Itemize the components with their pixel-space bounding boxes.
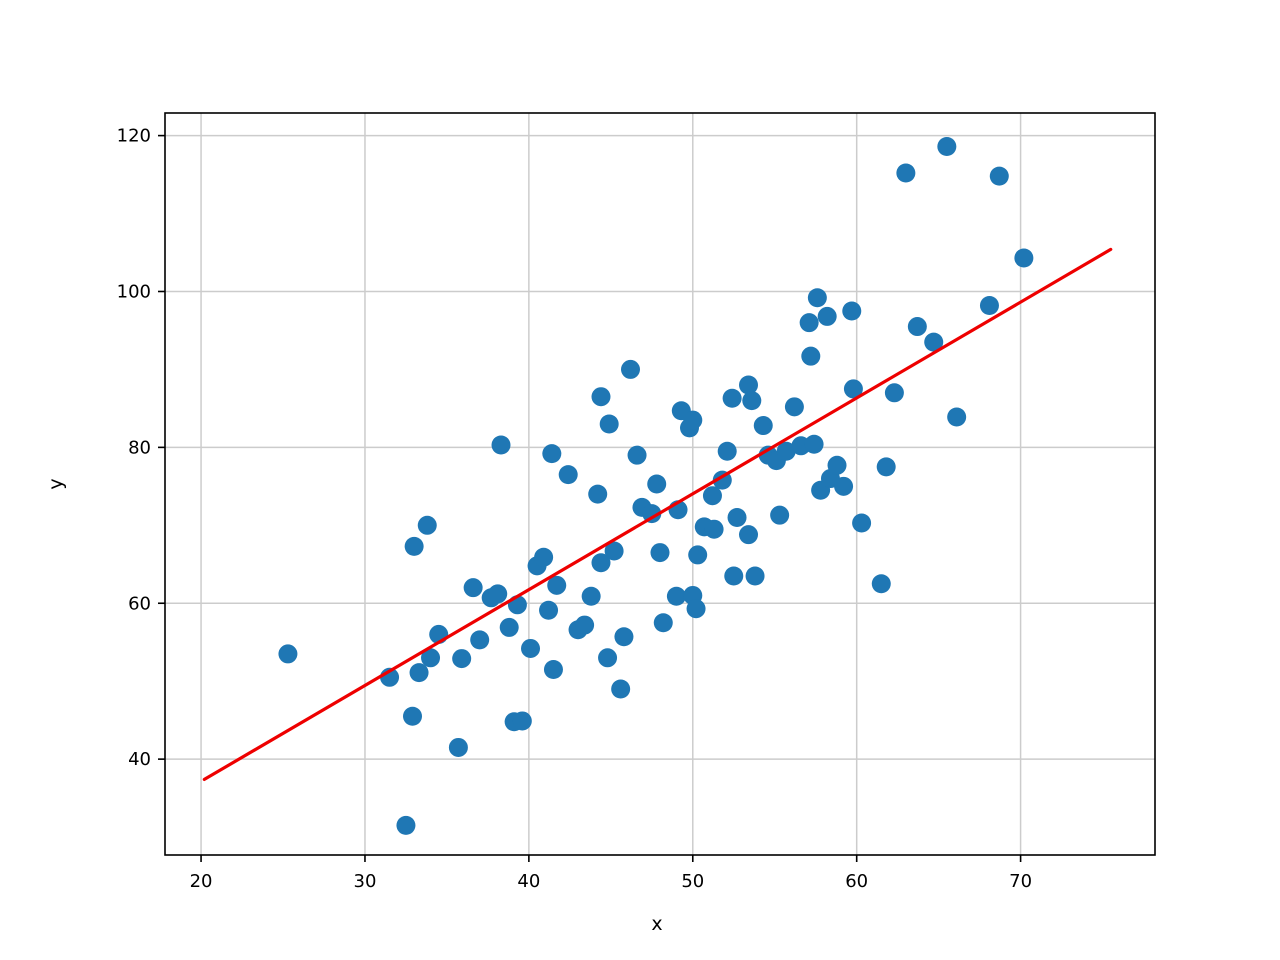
scatter-point — [539, 600, 559, 620]
scatter-point — [417, 515, 437, 535]
scatter-point — [722, 388, 742, 408]
y-tick-label: 60 — [128, 593, 151, 614]
scatter-point — [799, 313, 819, 333]
scatter-point — [842, 301, 862, 321]
scatter-point — [647, 474, 667, 494]
scatter-point — [499, 617, 519, 637]
scatter-point — [421, 648, 441, 668]
scatter-point — [717, 441, 737, 461]
scatter-point — [704, 519, 724, 539]
scatter-point — [739, 525, 759, 545]
scatter-point — [650, 543, 670, 563]
scatter-point — [843, 379, 863, 399]
scatter-point — [558, 465, 578, 485]
data-layer — [202, 137, 1113, 835]
x-tick-label: 70 — [1009, 871, 1032, 892]
scatter-point — [947, 407, 967, 427]
scatter-point — [611, 679, 631, 699]
scatter-point — [642, 504, 662, 524]
scatter-point — [745, 566, 765, 586]
scatter-point — [470, 630, 490, 650]
scatter-point — [724, 566, 744, 586]
scatter-point — [534, 547, 554, 567]
scatter-point — [907, 317, 927, 337]
y-tick-label: 40 — [128, 749, 151, 770]
scatter-point — [404, 536, 424, 556]
scatter-point — [804, 434, 824, 454]
scatter-point — [599, 414, 619, 434]
scatter-point — [739, 375, 759, 395]
x-tick-label: 20 — [190, 871, 213, 892]
y-tick-label: 120 — [117, 126, 151, 147]
regression-line — [202, 247, 1113, 781]
scatter-point — [688, 545, 708, 565]
scatter-point — [801, 346, 821, 366]
scatter-point — [727, 508, 747, 528]
scatter-point — [686, 599, 706, 619]
scatter-point — [614, 627, 634, 647]
scatter-point — [1014, 248, 1034, 268]
scatter-point — [827, 455, 847, 475]
scatter-point — [702, 486, 722, 506]
scatter-point — [627, 445, 647, 465]
x-tick-label: 60 — [845, 871, 868, 892]
scatter-point — [753, 416, 773, 436]
scatter-point — [653, 613, 673, 633]
scatter-point — [463, 578, 483, 598]
scatter-point — [575, 615, 595, 635]
scatter-point — [278, 644, 298, 664]
scatter-point — [807, 288, 827, 308]
scatter-point — [817, 306, 837, 326]
scatter-point — [542, 444, 562, 464]
scatter-point — [683, 410, 703, 430]
scatter-point — [666, 586, 686, 606]
x-tick-label: 30 — [354, 871, 377, 892]
scatter-point — [896, 163, 916, 183]
scatter-point — [591, 387, 611, 407]
scatter-point — [598, 648, 618, 668]
scatter-point — [784, 397, 804, 417]
axes-layer: 20 30 40 50 60 70 40 60 80 100 120 — [117, 112, 1156, 892]
scatter-point — [979, 296, 999, 316]
scatter-point — [834, 476, 854, 496]
scatter-point — [403, 706, 422, 726]
y-tick-label: 100 — [117, 281, 151, 302]
scatter-point — [770, 505, 790, 525]
scatter-point — [581, 586, 601, 606]
scatter-point — [396, 815, 416, 835]
scatter-point — [547, 575, 567, 595]
scatter-point — [937, 137, 957, 157]
scatter-point — [543, 660, 563, 679]
scatter-point — [521, 638, 541, 658]
scatter-point — [989, 166, 1009, 186]
scatter-point — [604, 541, 624, 561]
scatter-point — [448, 737, 468, 757]
y-axis-label: y — [45, 478, 67, 489]
y-tick-label: 80 — [128, 437, 151, 458]
scatter-point — [409, 663, 429, 683]
scatter-point — [776, 441, 796, 461]
scatter-point — [924, 332, 944, 352]
gridlines-layer — [165, 113, 1155, 855]
plot-border — [164, 112, 1156, 856]
scatter-point — [488, 584, 508, 604]
scatter-point — [512, 711, 532, 731]
scatter-point — [491, 435, 511, 455]
scatter-point — [884, 383, 904, 403]
x-tick-label: 40 — [517, 871, 540, 892]
scatter-point — [620, 359, 640, 379]
scatter-point — [588, 484, 608, 504]
scatter-point — [852, 513, 872, 533]
x-tick-label: 50 — [681, 871, 704, 892]
scatter-point — [742, 391, 762, 411]
x-axis-label: x — [651, 913, 662, 935]
scatter-point — [591, 553, 611, 573]
scatter-point — [871, 574, 891, 594]
scatter-point — [452, 649, 472, 669]
scatter-point — [876, 457, 896, 477]
